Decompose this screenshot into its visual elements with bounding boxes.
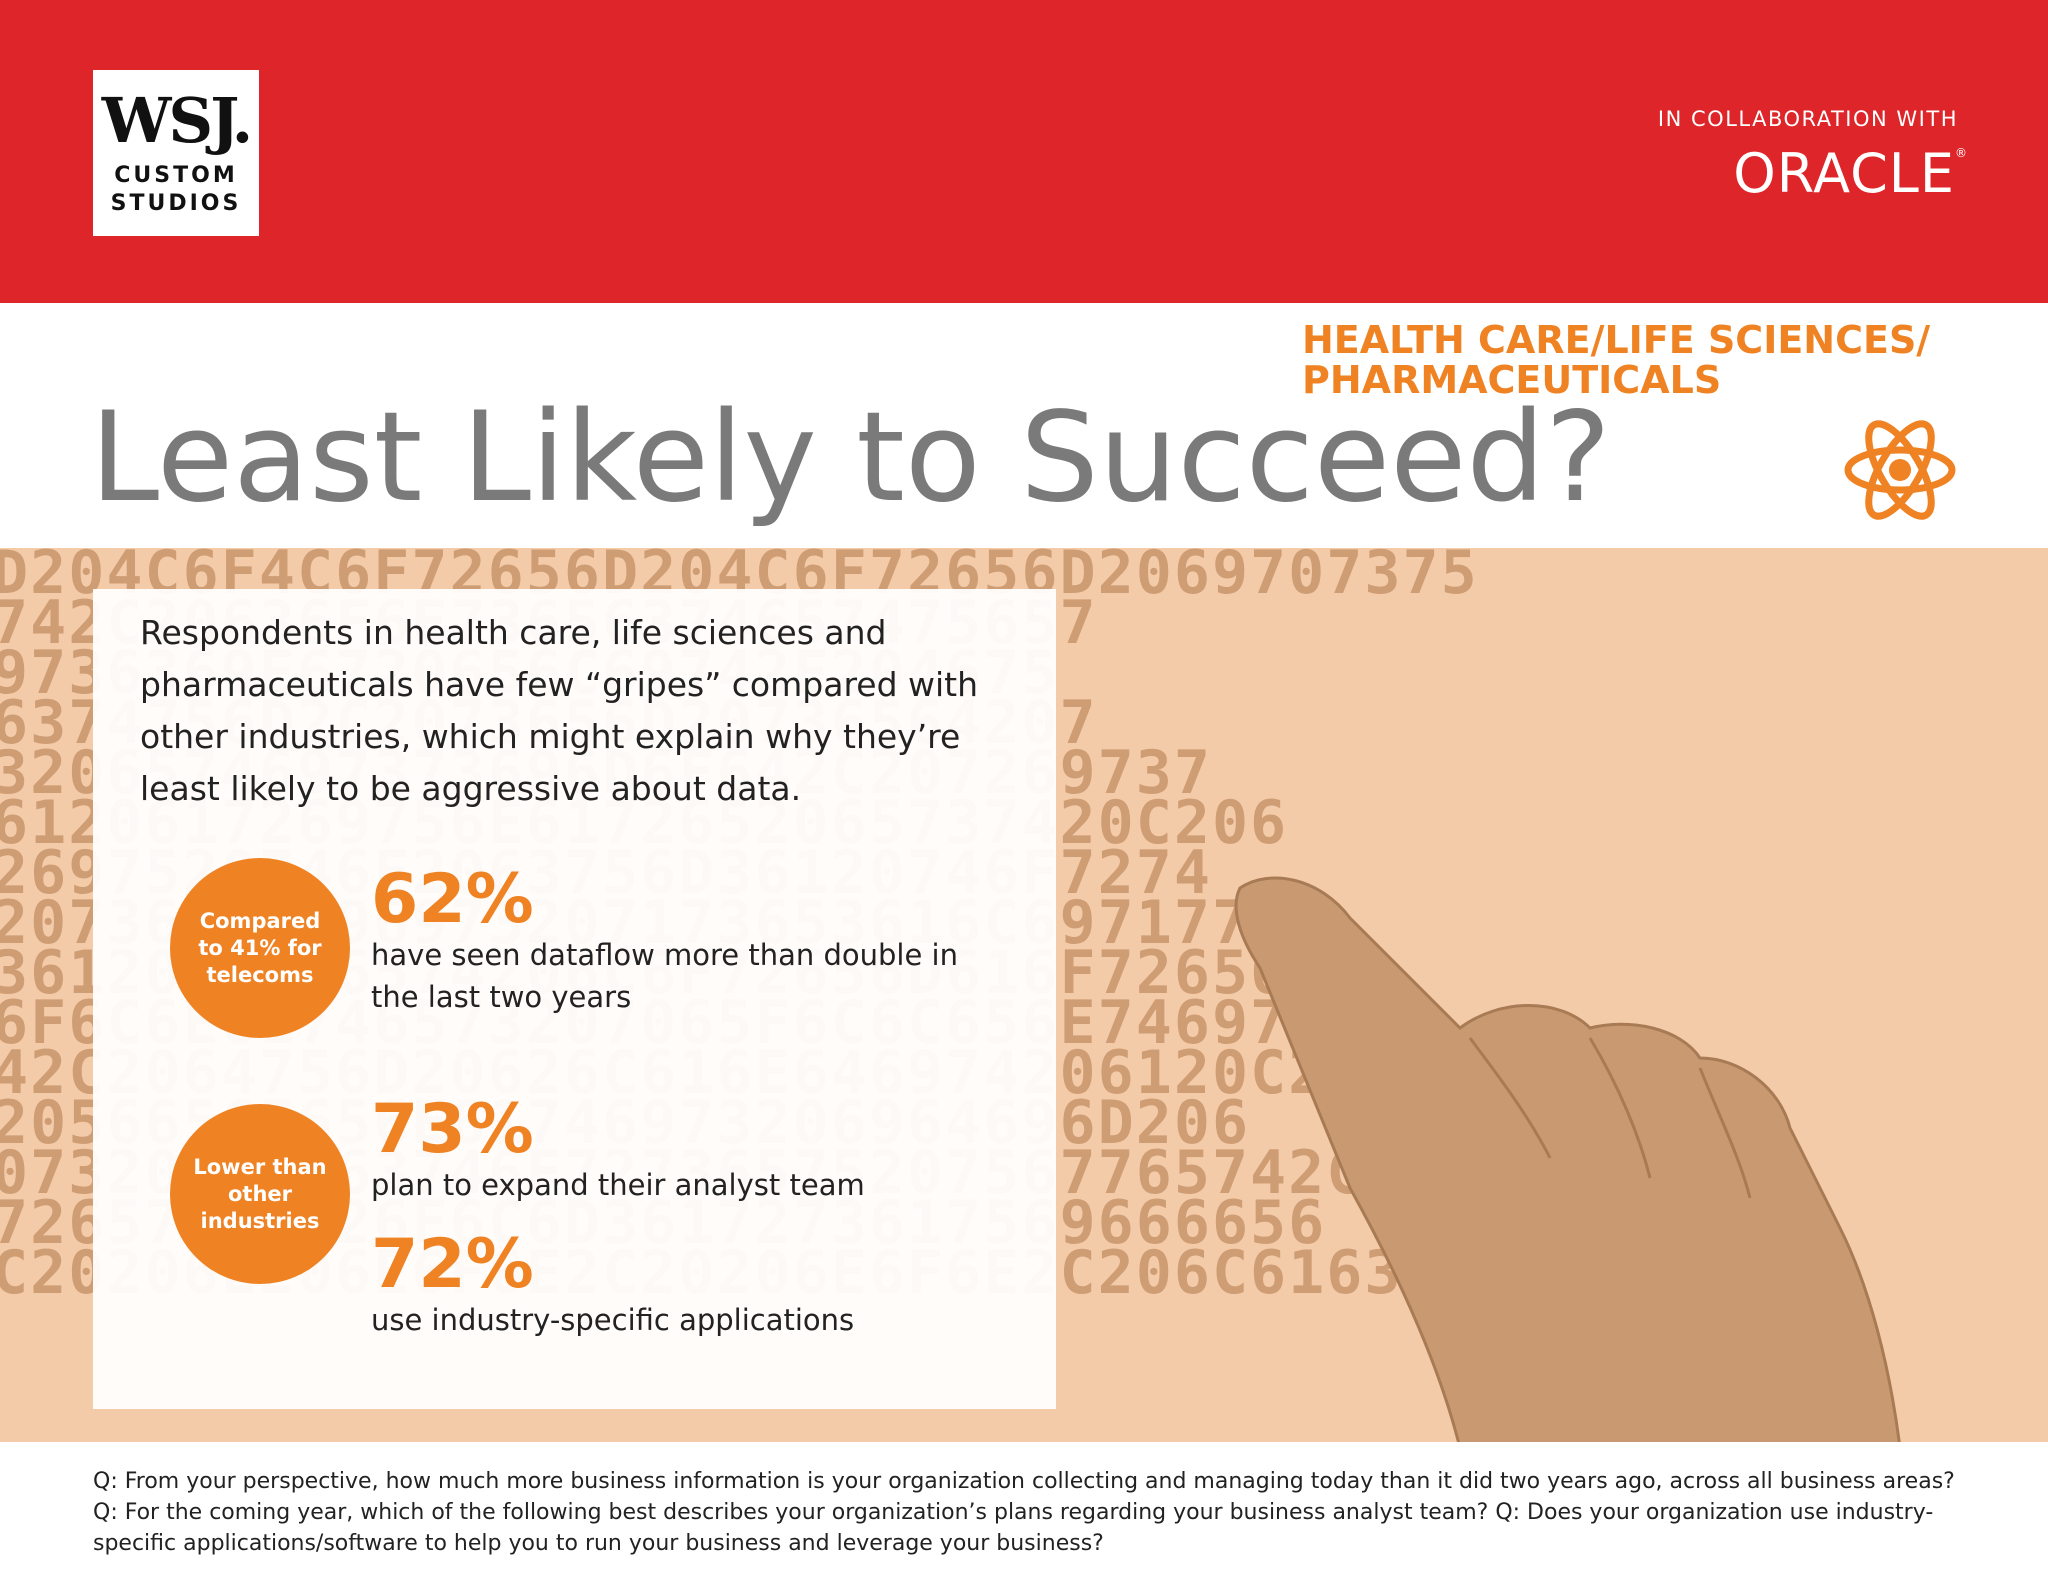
badge-compared-telecoms: Compared to 41% for telecoms (170, 858, 350, 1038)
badge-text: Compared to 41% for telecoms (198, 908, 322, 987)
oracle-registered-mark: ® (1955, 146, 1968, 160)
wsj-logo-mark: WSJ. (101, 84, 254, 157)
oracle-logo: ORACLE® (1733, 144, 1968, 204)
stat-text-dataflow: have seen dataflow more than double in t… (371, 938, 958, 1014)
intro-paragraph: Respondents in health care, life science… (140, 613, 979, 808)
atom-icon (1844, 420, 1956, 520)
oracle-logo-text: ORACLE (1733, 142, 1955, 205)
badge-lower-than-other: Lower than other industries (170, 1104, 350, 1284)
stat-text-analyst-team: plan to expand their analyst team (371, 1168, 865, 1202)
page-title: Least Likely to Succeed? (90, 386, 1611, 530)
badge-text: Lower than other industries (193, 1154, 327, 1233)
wsj-custom-studios-logo: WSJ. CUSTOM STUDIOS (93, 70, 259, 236)
sector-heading-line2: PHARMACEUTICALS (1302, 358, 1722, 402)
wsj-logo-subtitle: CUSTOM STUDIOS (93, 162, 259, 218)
survey-questions-footnote: Q: From your perspective, how much more … (93, 1469, 1955, 1556)
collaboration-label: IN COLLABORATION WITH (1657, 107, 1958, 131)
sector-heading: HEALTH CARE/LIFE SCIENCES/ PHARMACEUTICA… (1302, 320, 1930, 400)
wsj-logo-sub-line2: STUDIOS (110, 191, 242, 216)
pointing-hand-image (1234, 876, 1901, 1442)
stats-panel: Respondents in health care, life science… (93, 589, 1056, 1409)
stat-value-analyst-team: 73% (371, 1090, 534, 1169)
wsj-logo-sub-line1: CUSTOM (114, 163, 238, 188)
stat-value-applications: 72% (371, 1225, 534, 1304)
sector-heading-line1: HEALTH CARE/LIFE SCIENCES/ (1302, 318, 1931, 362)
header-bar: WSJ. CUSTOM STUDIOS IN COLLABORATION WIT… (0, 0, 2048, 303)
stat-text-applications: use industry-specific applications (371, 1303, 855, 1337)
stat-value-dataflow: 62% (371, 860, 534, 939)
